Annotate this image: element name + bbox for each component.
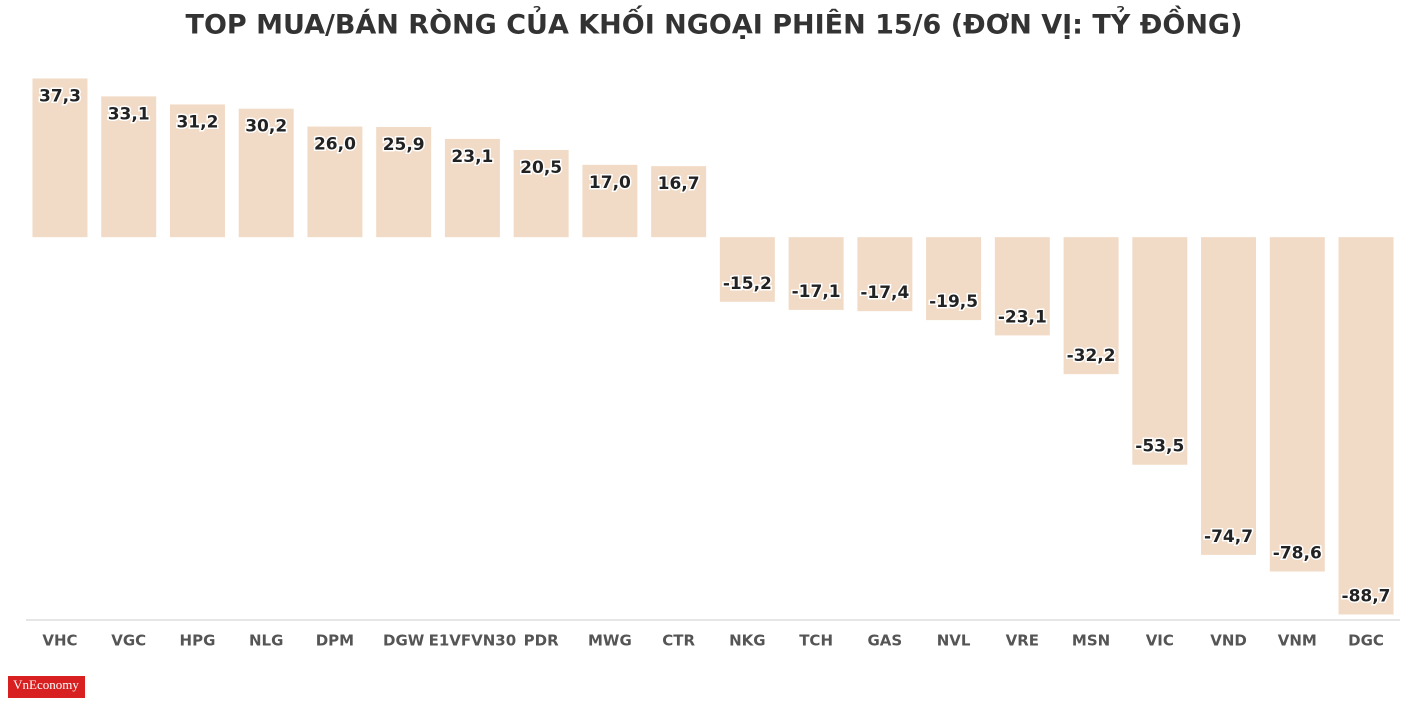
bar xyxy=(651,166,707,238)
x-tick-label: DPM xyxy=(316,632,354,650)
chart-title: TOP MUA/BÁN RÒNG CỦA KHỐI NGOẠI PHIÊN 15… xyxy=(186,5,1243,41)
value-label: -15,2 xyxy=(723,274,772,294)
value-label: -17,4 xyxy=(860,283,909,303)
bar xyxy=(1338,237,1394,615)
x-tick-label: VND xyxy=(1210,632,1247,650)
bar xyxy=(994,237,1050,336)
value-label: 37,3 xyxy=(39,86,81,106)
value-label: 17,0 xyxy=(589,173,631,193)
bar xyxy=(307,126,363,238)
x-tick-label: HPG xyxy=(180,632,216,650)
value-label: 20,5 xyxy=(520,158,562,178)
bar xyxy=(32,78,88,238)
x-tick-label: TCH xyxy=(799,632,833,650)
bar xyxy=(1132,237,1188,465)
x-tick-label: MWG xyxy=(588,632,632,650)
value-label: -74,7 xyxy=(1204,527,1253,547)
bar xyxy=(857,237,913,312)
bar xyxy=(101,96,157,238)
bar xyxy=(1269,237,1325,572)
bar xyxy=(444,138,500,238)
bar xyxy=(513,149,569,238)
value-label: 26,0 xyxy=(314,135,356,155)
x-tick-label: NLG xyxy=(249,632,283,650)
bar xyxy=(169,104,225,238)
value-label: -19,5 xyxy=(929,292,978,312)
bar xyxy=(238,108,294,238)
x-tick-label: VNM xyxy=(1278,632,1317,650)
bar xyxy=(788,237,844,310)
x-tick-label: DGC xyxy=(1348,632,1384,650)
x-tick-label: E1VFVN30 xyxy=(429,632,517,650)
x-tick-label: CTR xyxy=(662,632,695,650)
x-tick-label: NVL xyxy=(937,632,971,650)
bar xyxy=(1201,237,1257,555)
x-tick-label: DGW xyxy=(383,632,425,650)
logo-box xyxy=(8,676,85,698)
x-tick-label: VHC xyxy=(42,632,77,650)
value-label: -78,6 xyxy=(1273,544,1322,564)
value-label: 30,2 xyxy=(245,117,287,137)
bar xyxy=(719,237,775,302)
logo: VnEconomy xyxy=(13,677,79,692)
x-tick-label: VRE xyxy=(1006,632,1039,650)
value-label: -32,2 xyxy=(1067,346,1116,366)
value-label: 25,9 xyxy=(383,135,425,155)
value-label: -88,7 xyxy=(1342,586,1391,606)
x-tick-label: VGC xyxy=(111,632,146,650)
x-tick-label: NKG xyxy=(729,632,766,650)
value-label: -53,5 xyxy=(1135,437,1184,457)
value-label: 16,7 xyxy=(658,174,700,194)
x-tick-label: GAS xyxy=(867,632,902,650)
bar xyxy=(376,126,432,238)
bar xyxy=(1063,237,1119,375)
value-label: 31,2 xyxy=(176,112,218,132)
bar xyxy=(926,237,982,321)
value-label: 23,1 xyxy=(451,147,493,167)
x-tick-label: MSN xyxy=(1072,632,1110,650)
value-label: -17,1 xyxy=(792,282,841,302)
bar xyxy=(582,164,638,238)
x-tick-label: VIC xyxy=(1146,632,1174,650)
value-label: 33,1 xyxy=(108,104,150,124)
value-label: -23,1 xyxy=(998,307,1047,327)
x-tick-label: PDR xyxy=(524,632,559,650)
